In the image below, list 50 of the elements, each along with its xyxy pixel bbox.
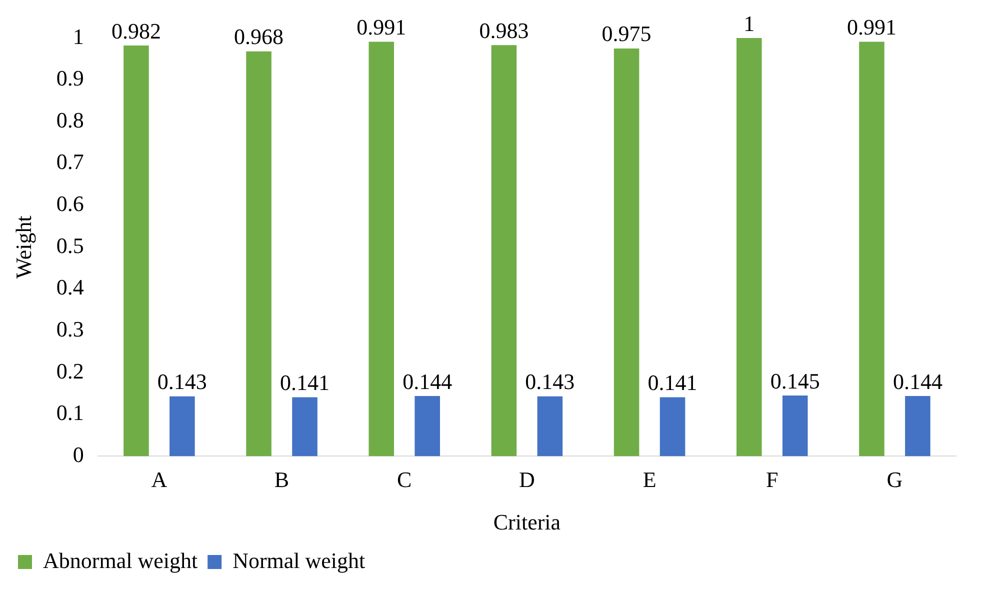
y-tick-label: 0.4 [56, 274, 84, 300]
bar [736, 38, 762, 456]
x-axis-title: Criteria [493, 510, 561, 535]
x-tick-label: F [766, 467, 778, 492]
data-label: 0.141 [648, 370, 698, 396]
y-tick-label: 0.9 [56, 66, 84, 91]
bar [905, 396, 930, 456]
x-tick-label: A [151, 467, 168, 492]
data-label: 0.144 [402, 368, 452, 394]
y-tick-label: 0.3 [56, 316, 84, 342]
bar [170, 396, 195, 456]
bar [537, 396, 563, 456]
x-tick-label: B [274, 467, 290, 492]
y-tick-label: 0 [72, 442, 84, 467]
bar [491, 45, 517, 456]
data-label: 0.143 [157, 369, 207, 394]
y-axis-title: Weight [10, 216, 36, 279]
bar [614, 48, 640, 456]
bar [246, 51, 272, 456]
bar [124, 46, 149, 456]
bar [782, 396, 808, 456]
y-tick-label: 0.1 [56, 400, 84, 426]
x-tick-label: G [886, 467, 903, 492]
bar [368, 42, 394, 456]
data-label: 0.975 [602, 21, 652, 46]
x-tick-label: D [519, 467, 535, 492]
data-label: 0.991 [356, 14, 406, 40]
data-label: 0.144 [892, 368, 942, 394]
legend-label: Normal weight [232, 548, 366, 573]
data-label: 0.983 [479, 18, 529, 43]
bar [859, 42, 884, 456]
legend-label: Abnormal weight [43, 548, 198, 573]
y-tick-label: 0.5 [56, 232, 84, 258]
y-tick-label: 0.7 [56, 149, 84, 174]
data-label: 0.141 [280, 370, 330, 396]
bar [660, 397, 686, 456]
data-label: 0.145 [770, 368, 820, 394]
y-tick-label: 0.2 [56, 358, 84, 384]
bar [414, 396, 440, 456]
data-label: 0.991 [846, 14, 896, 40]
y-tick-label: 0.6 [56, 191, 84, 216]
data-label: 0.968 [234, 24, 284, 50]
data-label: 0.143 [525, 369, 575, 394]
bar [292, 397, 318, 456]
y-tick-label: 1 [72, 24, 84, 49]
y-tick-label: 0.8 [56, 107, 84, 132]
x-tick-label: C [397, 467, 412, 492]
x-tick-label: E [642, 467, 656, 492]
data-label: 0.982 [111, 18, 161, 44]
data-label: 1 [744, 10, 755, 36]
